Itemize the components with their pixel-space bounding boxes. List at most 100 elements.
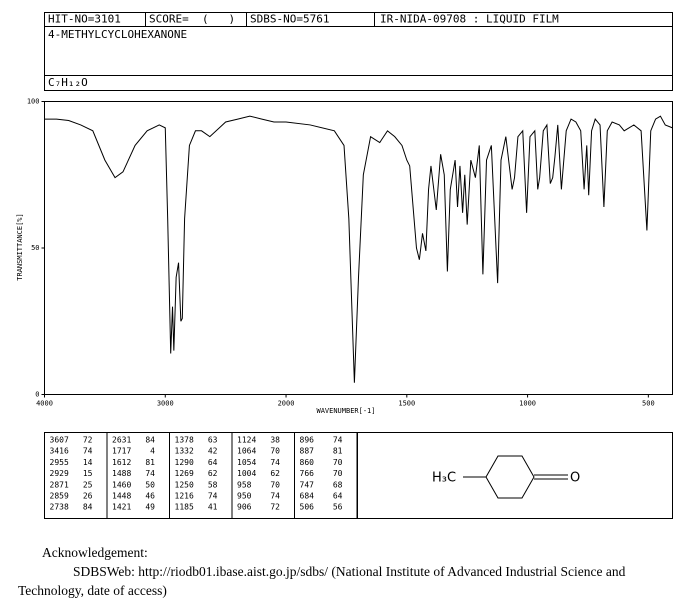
x-tick-label: 1000 — [519, 400, 536, 408]
peak-wavenumber: 1185 — [175, 503, 194, 512]
y-axis-label: TRANSMITTANCE[%] — [16, 213, 24, 280]
structure — [463, 455, 568, 499]
peak-transmittance: 4 — [150, 447, 155, 456]
x-tick-label: 1500 — [398, 400, 415, 408]
substituent: H₃C — [432, 471, 456, 486]
peak-wavenumber: 896 — [300, 436, 315, 445]
peak-transmittance: 81 — [145, 458, 155, 467]
chart: HIT-NO=3101 SCORE= ( ) SDBS-NO=5761 IR-N… — [16, 12, 673, 519]
x-tick-label: 500 — [642, 400, 655, 408]
peak-transmittance: 68 — [333, 480, 343, 489]
peak-wavenumber: 747 — [300, 480, 315, 489]
peak-wavenumber: 860 — [300, 458, 315, 467]
y-tick-label: 0 — [35, 391, 39, 399]
peak-transmittance: 25 — [83, 480, 93, 489]
x-tick-label: 2000 — [278, 400, 295, 408]
ack-text: SDBSWeb: http://riodb01.ibase.aist.go.jp… — [18, 564, 626, 598]
peak-transmittance: 63 — [208, 436, 218, 445]
peak-wavenumber: 2631 — [112, 436, 131, 445]
x-tick-label: 4000 — [36, 400, 53, 408]
peak-wavenumber: 1460 — [112, 480, 131, 489]
x-axis-label: WAVENUMBER[-1] — [316, 407, 375, 415]
ring — [485, 455, 535, 499]
peak-transmittance: 84 — [145, 436, 155, 445]
peak-wavenumber: 684 — [300, 492, 315, 501]
peak-wavenumber: 1717 — [112, 447, 131, 456]
plot-frame — [44, 101, 673, 395]
peak-transmittance: 70 — [270, 447, 280, 456]
peak-transmittance: 70 — [333, 469, 343, 478]
compound-name: 4-METHYLCYCLOHEXANONE — [48, 28, 187, 41]
peak-wavenumber: 1004 — [237, 469, 256, 478]
peak-transmittance: 81 — [333, 447, 343, 456]
peak-wavenumber: 1421 — [112, 503, 131, 512]
peak-wavenumber: 1290 — [175, 458, 194, 467]
peak-wavenumber: 1250 — [175, 480, 194, 489]
y-tick-label: 100 — [27, 98, 40, 106]
peak-transmittance: 14 — [83, 458, 93, 467]
peak-wavenumber: 1378 — [175, 436, 194, 445]
peak-transmittance: 62 — [270, 469, 280, 478]
peak-transmittance: 72 — [270, 503, 280, 512]
peak-wavenumber: 1332 — [175, 447, 194, 456]
peak-wavenumber: 1612 — [112, 458, 131, 467]
peak-wavenumber: 2929 — [50, 469, 69, 478]
peak-transmittance: 58 — [208, 480, 218, 489]
sdbs-no: SDBS-NO=5761 — [250, 13, 329, 26]
peak-wavenumber: 3607 — [50, 436, 69, 445]
peak-transmittance: 26 — [83, 492, 93, 501]
peak-wavenumber: 1124 — [237, 436, 256, 445]
peak-wavenumber: 2738 — [50, 503, 69, 512]
peak-transmittance: 38 — [270, 436, 280, 445]
peak-transmittance: 64 — [208, 458, 218, 467]
peak-wavenumber: 958 — [237, 480, 252, 489]
x-tick-label: 3000 — [157, 400, 174, 408]
spectrum-line — [44, 115, 673, 383]
peak-transmittance: 64 — [333, 492, 343, 501]
peak-transmittance: 84 — [83, 503, 93, 512]
peak-wavenumber: 1054 — [237, 458, 256, 467]
peak-transmittance: 70 — [270, 480, 280, 489]
peak-transmittance: 56 — [333, 503, 343, 512]
formula: C₇H₁₂O — [48, 76, 88, 89]
peak-wavenumber: 766 — [300, 469, 315, 478]
peak-transmittance: 46 — [145, 492, 155, 501]
peak-wavenumber: 3416 — [50, 447, 69, 456]
peak-transmittance: 72 — [83, 436, 93, 445]
peak-transmittance: 42 — [208, 447, 218, 456]
peak-wavenumber: 887 — [300, 447, 315, 456]
peak-wavenumber: 906 — [237, 503, 252, 512]
peak-transmittance: 74 — [270, 458, 280, 467]
method: IR-NIDA-09708 : LIQUID FILM — [380, 13, 559, 26]
header-box — [44, 12, 673, 91]
peak-transmittance: 15 — [83, 469, 93, 478]
y-tick-label: 50 — [31, 244, 39, 252]
peak-transmittance: 70 — [333, 458, 343, 467]
peak-transmittance: 49 — [145, 503, 155, 512]
peak-transmittance: 74 — [145, 469, 155, 478]
peak-wavenumber: 1488 — [112, 469, 131, 478]
peak-transmittance: 74 — [208, 492, 218, 501]
peak-transmittance: 74 — [333, 436, 343, 445]
peak-transmittance: 74 — [83, 447, 93, 456]
peak-wavenumber: 1448 — [112, 492, 131, 501]
ack-title: Acknowledgement: — [42, 545, 148, 560]
peak-wavenumber: 2859 — [50, 492, 69, 501]
peak-transmittance: 74 — [270, 492, 280, 501]
score: SCORE= ( ) — [149, 13, 235, 26]
peak-wavenumber: 950 — [237, 492, 252, 501]
hit-no: HIT-NO=3101 — [48, 13, 121, 26]
peak-table: 3607 72 3416 74 2955 14 2929 15 2871 25 2859 26 2738… — [50, 432, 358, 518]
peak-wavenumber: 2955 — [50, 458, 69, 467]
peak-wavenumber: 506 — [300, 503, 315, 512]
peak-wavenumber: 1216 — [175, 492, 194, 501]
peak-transmittance: 41 — [208, 503, 218, 512]
peak-table-box — [44, 432, 673, 519]
peak-wavenumber: 1269 — [175, 469, 194, 478]
acknowledgement: Acknowledgement: SDBSWeb: http://riodb01… — [18, 543, 680, 600]
peak-wavenumber: 2871 — [50, 480, 69, 489]
atom: O — [570, 471, 580, 486]
peak-transmittance: 50 — [145, 480, 155, 489]
peak-transmittance: 62 — [208, 469, 218, 478]
